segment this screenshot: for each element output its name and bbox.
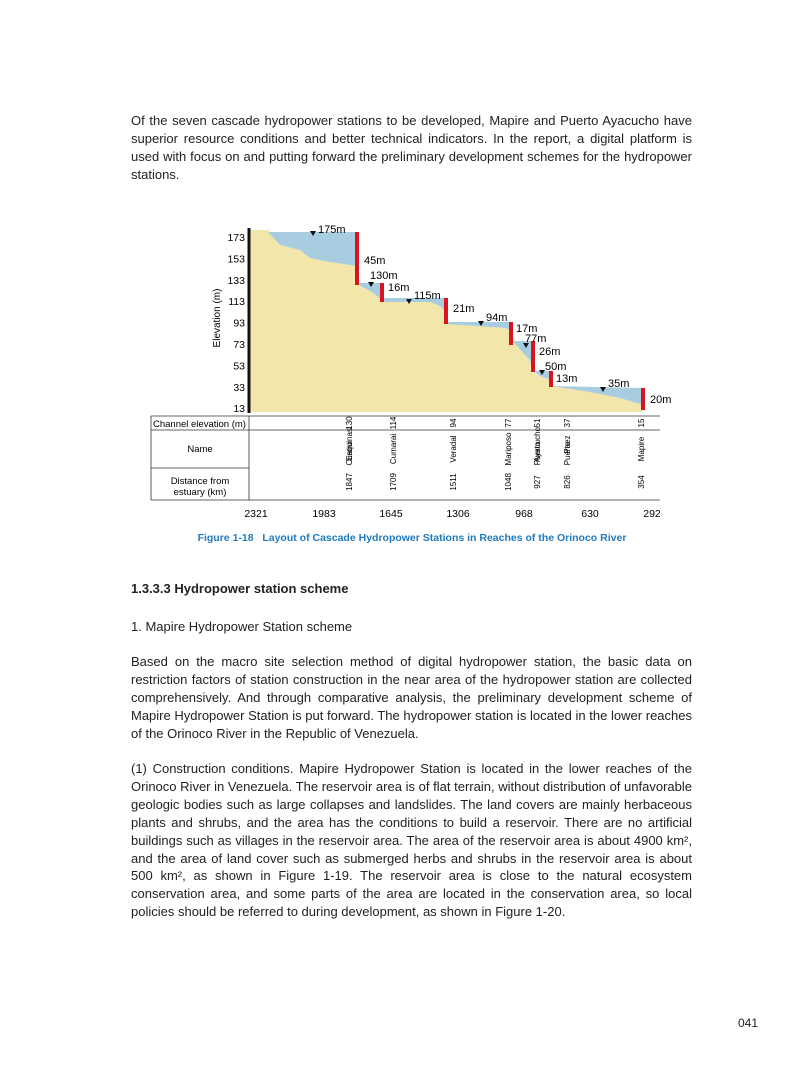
channel-elevation: 37 bbox=[563, 418, 572, 427]
x-tick-label: 1645 bbox=[379, 508, 403, 520]
row-label: Name bbox=[187, 444, 212, 455]
x-tick-label: 1983 bbox=[312, 508, 336, 520]
row-label: Distance from estuary (km) bbox=[171, 476, 230, 498]
dams bbox=[355, 232, 645, 410]
station-name: PuertoAyacucho bbox=[533, 426, 542, 465]
distance: 826 bbox=[563, 475, 572, 489]
x-tick-label: 1306 bbox=[446, 508, 470, 520]
station-name: Mapire bbox=[637, 436, 646, 461]
reservoirs bbox=[268, 232, 643, 405]
distance: 1709 bbox=[389, 473, 398, 491]
y-tick-label: 113 bbox=[228, 296, 245, 308]
head-label: 77m bbox=[525, 333, 546, 345]
head-label: 115m bbox=[414, 290, 441, 302]
head-label: 50m bbox=[545, 361, 566, 373]
channel-elevation: 77 bbox=[504, 418, 513, 427]
y-tick-label: 73 bbox=[233, 339, 245, 351]
head-label: 94m bbox=[486, 312, 507, 324]
station-name: PuertoPaez bbox=[563, 435, 572, 465]
distance: 354 bbox=[637, 475, 646, 489]
station-name: Cumarai bbox=[389, 434, 398, 464]
head-label: 17m bbox=[516, 323, 537, 335]
head-label: 21m bbox=[453, 303, 474, 315]
head-label: 20m bbox=[650, 394, 671, 406]
y-tick-label: 33 bbox=[233, 382, 245, 394]
paragraph: (1) Construction conditions. Mapire Hydr… bbox=[131, 761, 692, 920]
head-label: 45m bbox=[364, 255, 385, 267]
y-tick-label: 153 bbox=[227, 253, 245, 265]
channel-elevation: 94 bbox=[449, 418, 458, 427]
x-tick-label: 292 bbox=[643, 508, 661, 520]
head-label: 130m bbox=[370, 270, 398, 282]
section-heading: 1.3.3.3 Hydropower station scheme bbox=[131, 581, 349, 596]
channel-elevation: 130 bbox=[345, 416, 354, 430]
y-axis-title: Elevation (m) bbox=[212, 289, 223, 348]
channel-elevation: 15 bbox=[637, 418, 646, 427]
station-name: Mariposo bbox=[504, 432, 513, 465]
y-tick-label: 53 bbox=[233, 360, 245, 372]
y-tick-label: 173 bbox=[227, 232, 245, 244]
distance: 1048 bbox=[504, 473, 513, 491]
station-name: CuatroEsquinas bbox=[345, 428, 354, 465]
paragraph: Based on the macro site selection method… bbox=[131, 654, 692, 741]
x-tick-label: 630 bbox=[581, 508, 599, 520]
head-label: 175m bbox=[318, 224, 346, 236]
page-number: 041 bbox=[738, 1016, 759, 1030]
subheading: 1. Mapire Hydropower Station scheme bbox=[131, 619, 353, 634]
markers bbox=[310, 231, 606, 392]
channel-elevation: 114 bbox=[389, 416, 398, 429]
head-label: 16m bbox=[388, 282, 409, 294]
station-name: Veradal bbox=[449, 435, 458, 462]
figure-caption: Figure 1-18 Layout of Cascade Hydropower… bbox=[198, 532, 627, 544]
figure: Elevation (m) 173 153 133 113 93 73 53 33 13 175m 4… bbox=[150, 224, 671, 544]
distance: 927 bbox=[533, 475, 542, 489]
table-lines bbox=[150, 415, 660, 501]
head-label: 26m bbox=[539, 346, 560, 358]
channel-elevation: 51 bbox=[533, 418, 542, 427]
paragraph: Of the seven cascade hydropower stations… bbox=[131, 113, 692, 182]
distance: 1847 bbox=[345, 473, 354, 491]
distance: 1511 bbox=[449, 473, 458, 491]
x-tick-label: 968 bbox=[515, 508, 533, 520]
y-tick-label: 133 bbox=[227, 275, 245, 287]
head-label: 13m bbox=[556, 373, 577, 385]
head-label: 35m bbox=[608, 378, 629, 390]
row-label: Channel elevation (m) bbox=[153, 419, 246, 430]
x-tick-label: 2321 bbox=[244, 508, 268, 520]
y-tick-label: 13 bbox=[233, 403, 245, 415]
y-tick-label: 93 bbox=[233, 318, 245, 330]
